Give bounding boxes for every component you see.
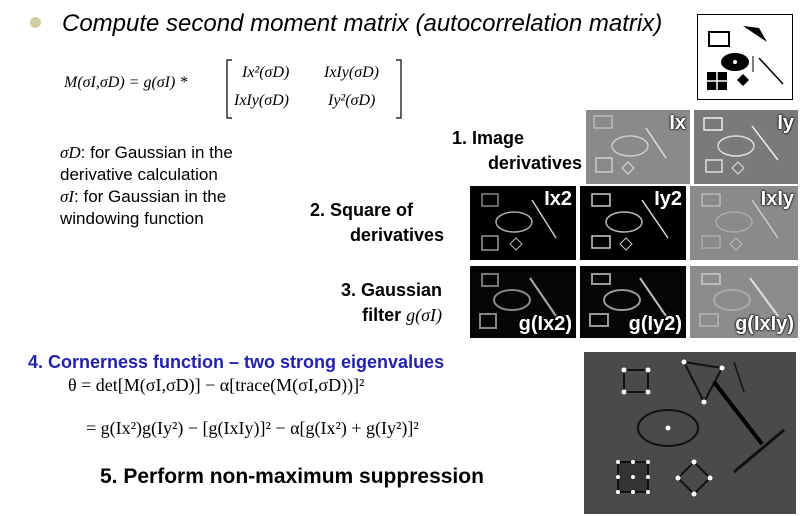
panel-iy2-label: Iy2 [654, 188, 682, 210]
panel-g-ixiy: g(IxIy) [690, 266, 798, 338]
panel-iy-image [703, 117, 779, 175]
step1-label: 1. Image derivatives [448, 126, 582, 176]
panel-iy-label: Iy [777, 112, 794, 134]
matrix-cell-22: Iy²(σD) [328, 92, 376, 109]
sigma-d-note: σD: for Gaussian in the derivative calcu… [60, 142, 300, 186]
panel-iy: Iy [694, 110, 798, 184]
step3-line1: 3. Gaussian [340, 280, 442, 300]
input-image-thumbnail [697, 14, 793, 100]
panel-g-iy2: g(Iy2) [580, 266, 686, 338]
panel-g-ixiy-image [699, 273, 779, 327]
panel-iy2: Iy2 [580, 186, 686, 260]
bullet-icon [30, 17, 41, 28]
matrix-brackets [226, 59, 402, 119]
expanded-equation: = g(Ix²)g(Iy²) − [g(IxIy)]² − α[g(Ix²) +… [86, 418, 419, 438]
slide-title: Compute second moment matrix (autocorrel… [62, 10, 663, 37]
panel-g-iy2-image [589, 273, 667, 327]
equation-m-lhs: M(σI,σD) = g(σI) * [64, 74, 188, 91]
step3-label: 3. Gaussian filter g(σI) [316, 278, 442, 328]
step1-line1: 1. Image [452, 128, 525, 148]
step1-line2: derivatives [487, 153, 582, 173]
panel-ix2-image [481, 193, 557, 251]
step2-line2: derivatives [349, 225, 444, 245]
panel-g-ix2-label: g(Ix2) [518, 313, 572, 335]
sigma-i-text: : for Gaussian in the windowing function [60, 187, 227, 228]
step2-label: 2. Square of derivatives [306, 198, 444, 248]
step5-heading: 5. Perform non-maximum suppression [100, 465, 484, 488]
step4-heading: 4. Cornerness function – two strong eige… [28, 352, 445, 372]
sigma-d-symbol: σD [60, 143, 81, 162]
sigma-i-note: σI: for Gaussian in the windowing functi… [60, 186, 300, 230]
panel-ix2-label: Ix2 [544, 188, 572, 210]
sigma-i-symbol: σI [60, 187, 75, 206]
cornerness-result-image [584, 352, 796, 514]
panel-iy2-image [591, 193, 669, 251]
theta-equation: θ = det[M(σI,σD)] − α[trace(M(σI,σD))]² [68, 375, 365, 395]
step3-symbol: g(σI) [406, 305, 442, 325]
step3-line2: filter [362, 305, 402, 325]
panel-g-ix2: g(Ix2) [470, 266, 576, 338]
sigma-notes: σD: for Gaussian in the derivative calcu… [60, 142, 300, 230]
panel-ix-label: Ix [669, 112, 686, 134]
panel-g-ixiy-label: g(IxIy) [735, 313, 794, 335]
step2-line1: 2. Square of [310, 200, 414, 220]
panel-g-ix2-image [479, 273, 557, 329]
panel-ix: Ix [586, 110, 690, 184]
panel-ixiy: IxIy [690, 186, 798, 260]
sigma-d-text: : for Gaussian in the derivative calcula… [60, 143, 233, 184]
panel-g-iy2-label: g(Iy2) [628, 313, 682, 335]
panel-ix2: Ix2 [470, 186, 576, 260]
matrix-cell-12: IxIy(σD) [324, 64, 379, 81]
panel-ixiy-label: IxIy [760, 188, 794, 210]
matrix-cell-11: Ix²(σD) [242, 64, 290, 81]
equation-m-matrix: Ix²(σD) IxIy(σD) IxIy(σD) Iy²(σD) [224, 58, 404, 119]
panel-ixiy-image [701, 193, 779, 251]
panel-ix-image [593, 115, 667, 175]
matrix-cell-21: IxIy(σD) [234, 92, 289, 109]
